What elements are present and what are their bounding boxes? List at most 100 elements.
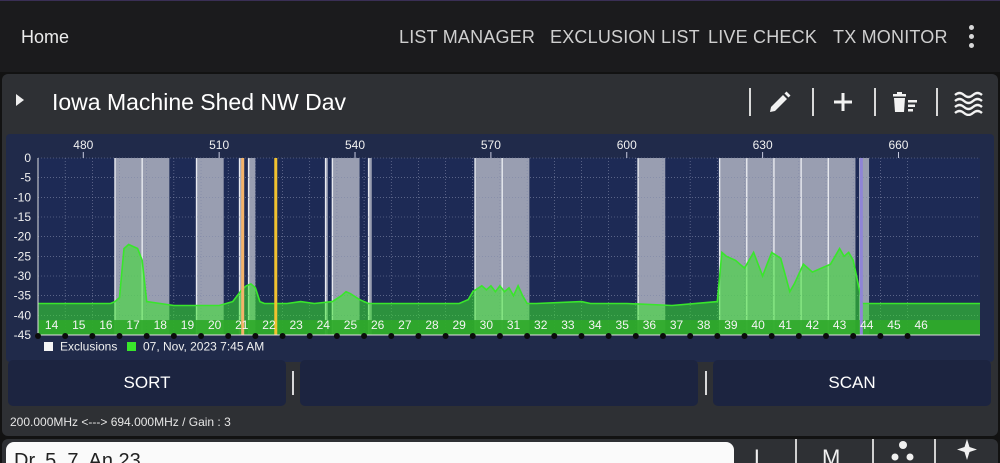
toolbar-divider xyxy=(812,88,814,116)
channel-boundary-dot xyxy=(795,333,802,339)
dots-cluster-icon[interactable] xyxy=(888,439,918,463)
channel-number-label: 38 xyxy=(697,318,711,332)
channel-number-label: 27 xyxy=(398,318,412,332)
overflow-menu-icon[interactable] xyxy=(966,25,976,51)
nav-exclusion-list[interactable]: EXCLUSION LIST xyxy=(550,27,700,47)
channel-boundary-dot xyxy=(877,333,884,339)
channel-number-label: 36 xyxy=(643,318,657,332)
scan-button[interactable]: SCAN xyxy=(713,360,991,406)
channel-boundary-dot xyxy=(333,333,340,339)
channel-boundary-dot xyxy=(632,333,639,339)
y-tick-label: -15 xyxy=(14,210,32,224)
y-tick-label: -30 xyxy=(14,269,32,283)
channel-boundary-dot xyxy=(388,333,395,339)
channel-boundary-dot xyxy=(415,333,422,339)
expand-arrow-icon[interactable] xyxy=(16,94,24,106)
channel-boundary-dot xyxy=(904,333,911,339)
nav-live-check[interactable]: LIVE CHECK xyxy=(708,27,818,47)
button-divider xyxy=(292,371,294,395)
legend-swatch-exclusions xyxy=(44,342,53,351)
legend-swatch-scan xyxy=(127,342,136,351)
toolbar-divider xyxy=(936,88,938,116)
channel-number-label: 43 xyxy=(833,318,847,332)
x-tick-label: 630 xyxy=(753,138,773,152)
peek-divider xyxy=(795,439,797,463)
channel-boundary-dot xyxy=(768,333,775,339)
y-tick-label: -35 xyxy=(14,289,32,303)
channel-boundary-dot xyxy=(252,333,259,339)
channel-number-label: 32 xyxy=(534,318,548,332)
waves-icon[interactable] xyxy=(952,88,983,117)
channel-number-label: 24 xyxy=(317,318,331,332)
channel-number-label: 14 xyxy=(45,318,59,332)
channel-number-label: 45 xyxy=(887,318,901,332)
channel-boundary-dot xyxy=(225,333,232,339)
sort-button[interactable]: SORT xyxy=(8,360,286,406)
channel-number-label: 18 xyxy=(154,318,168,332)
channel-boundary-dot xyxy=(116,333,123,339)
channel-marker xyxy=(241,158,245,335)
plus-icon[interactable] xyxy=(828,88,858,116)
channel-number-label: 16 xyxy=(99,318,113,332)
channel-number-label: 46 xyxy=(914,318,928,332)
channel-number-label: 19 xyxy=(181,318,195,332)
channel-number-label: 25 xyxy=(344,318,358,332)
channel-number-label: 39 xyxy=(724,318,738,332)
channel-boundary-dot xyxy=(89,333,96,339)
x-tick-label: 570 xyxy=(481,138,501,152)
y-tick-label: 0 xyxy=(24,151,31,165)
x-tick-label: 510 xyxy=(209,138,229,152)
channel-marker xyxy=(859,158,863,335)
channel-boundary-dot xyxy=(850,333,857,339)
y-tick-label: -45 xyxy=(14,328,32,342)
noise-floor-band xyxy=(38,320,980,335)
channel-boundary-dot xyxy=(62,333,69,339)
spectrum-chart-panel: 0 -5 -10 -15 -20 -25 -30 -35 -40 -45 480 510 540 570 6… xyxy=(6,134,994,362)
next-card-peek: Dr. 5. 7. An 23 L M xyxy=(2,439,998,463)
channel-number-label: 30 xyxy=(480,318,494,332)
signal-line xyxy=(38,243,980,307)
spectrum-chart[interactable]: 0 -5 -10 -15 -20 -25 -30 -35 -40 -45 480 510 540 570 6… xyxy=(6,134,994,362)
delete-list-icon[interactable] xyxy=(889,88,919,116)
channel-boundary-dot xyxy=(306,333,313,339)
channel-boundary-dot xyxy=(361,333,368,339)
exclusion-zone xyxy=(368,158,372,335)
channel-boundary-dot xyxy=(198,333,205,339)
peek-label-l[interactable]: L xyxy=(754,445,767,463)
y-tick-label: -10 xyxy=(14,190,32,204)
toolbar-divider xyxy=(874,88,876,116)
channel-number-label: 23 xyxy=(289,318,303,332)
channel-boundary-dot xyxy=(35,333,41,339)
nav-tx-monitor[interactable]: TX MONITOR xyxy=(833,27,948,47)
channel-boundary-dot xyxy=(578,333,585,339)
x-tick-label: 480 xyxy=(73,138,93,152)
middle-button[interactable] xyxy=(300,360,698,406)
nav-list-manager[interactable]: LIST MANAGER xyxy=(399,27,536,47)
channel-number-label: 34 xyxy=(588,318,602,332)
channel-boundary-dot xyxy=(143,333,150,339)
channel-number-label: 35 xyxy=(616,318,630,332)
channel-boundary-dot xyxy=(659,333,666,339)
x-tick-label: 540 xyxy=(345,138,365,152)
channel-number-label: 15 xyxy=(72,318,86,332)
toolbar-divider xyxy=(749,88,751,116)
channel-boundary-dot xyxy=(496,333,503,339)
x-tick-label: 660 xyxy=(888,138,908,152)
frequency-range-status: 200.000MHz <---> 694.000MHz / Gain : 3 xyxy=(10,415,231,429)
peek-divider xyxy=(872,439,874,463)
channel-boundary-dot xyxy=(605,333,612,339)
y-tick-label: -40 xyxy=(14,308,32,322)
channel-boundary-dot xyxy=(714,333,721,339)
button-divider xyxy=(705,371,707,395)
peek-title-field[interactable]: Dr. 5. 7. An 23 xyxy=(6,442,734,463)
sparkle-icon[interactable] xyxy=(952,439,982,463)
home-button[interactable]: Home xyxy=(21,27,70,47)
peek-label-m[interactable]: M xyxy=(822,445,841,463)
channel-number-label: 28 xyxy=(425,318,439,332)
pencil-icon[interactable] xyxy=(764,88,794,116)
channel-boundary-dot xyxy=(170,333,177,339)
channel-number-label: 33 xyxy=(561,318,575,332)
signal-area xyxy=(38,244,980,335)
y-tick-label: -20 xyxy=(14,230,32,244)
y-tick-label: -5 xyxy=(20,171,31,185)
